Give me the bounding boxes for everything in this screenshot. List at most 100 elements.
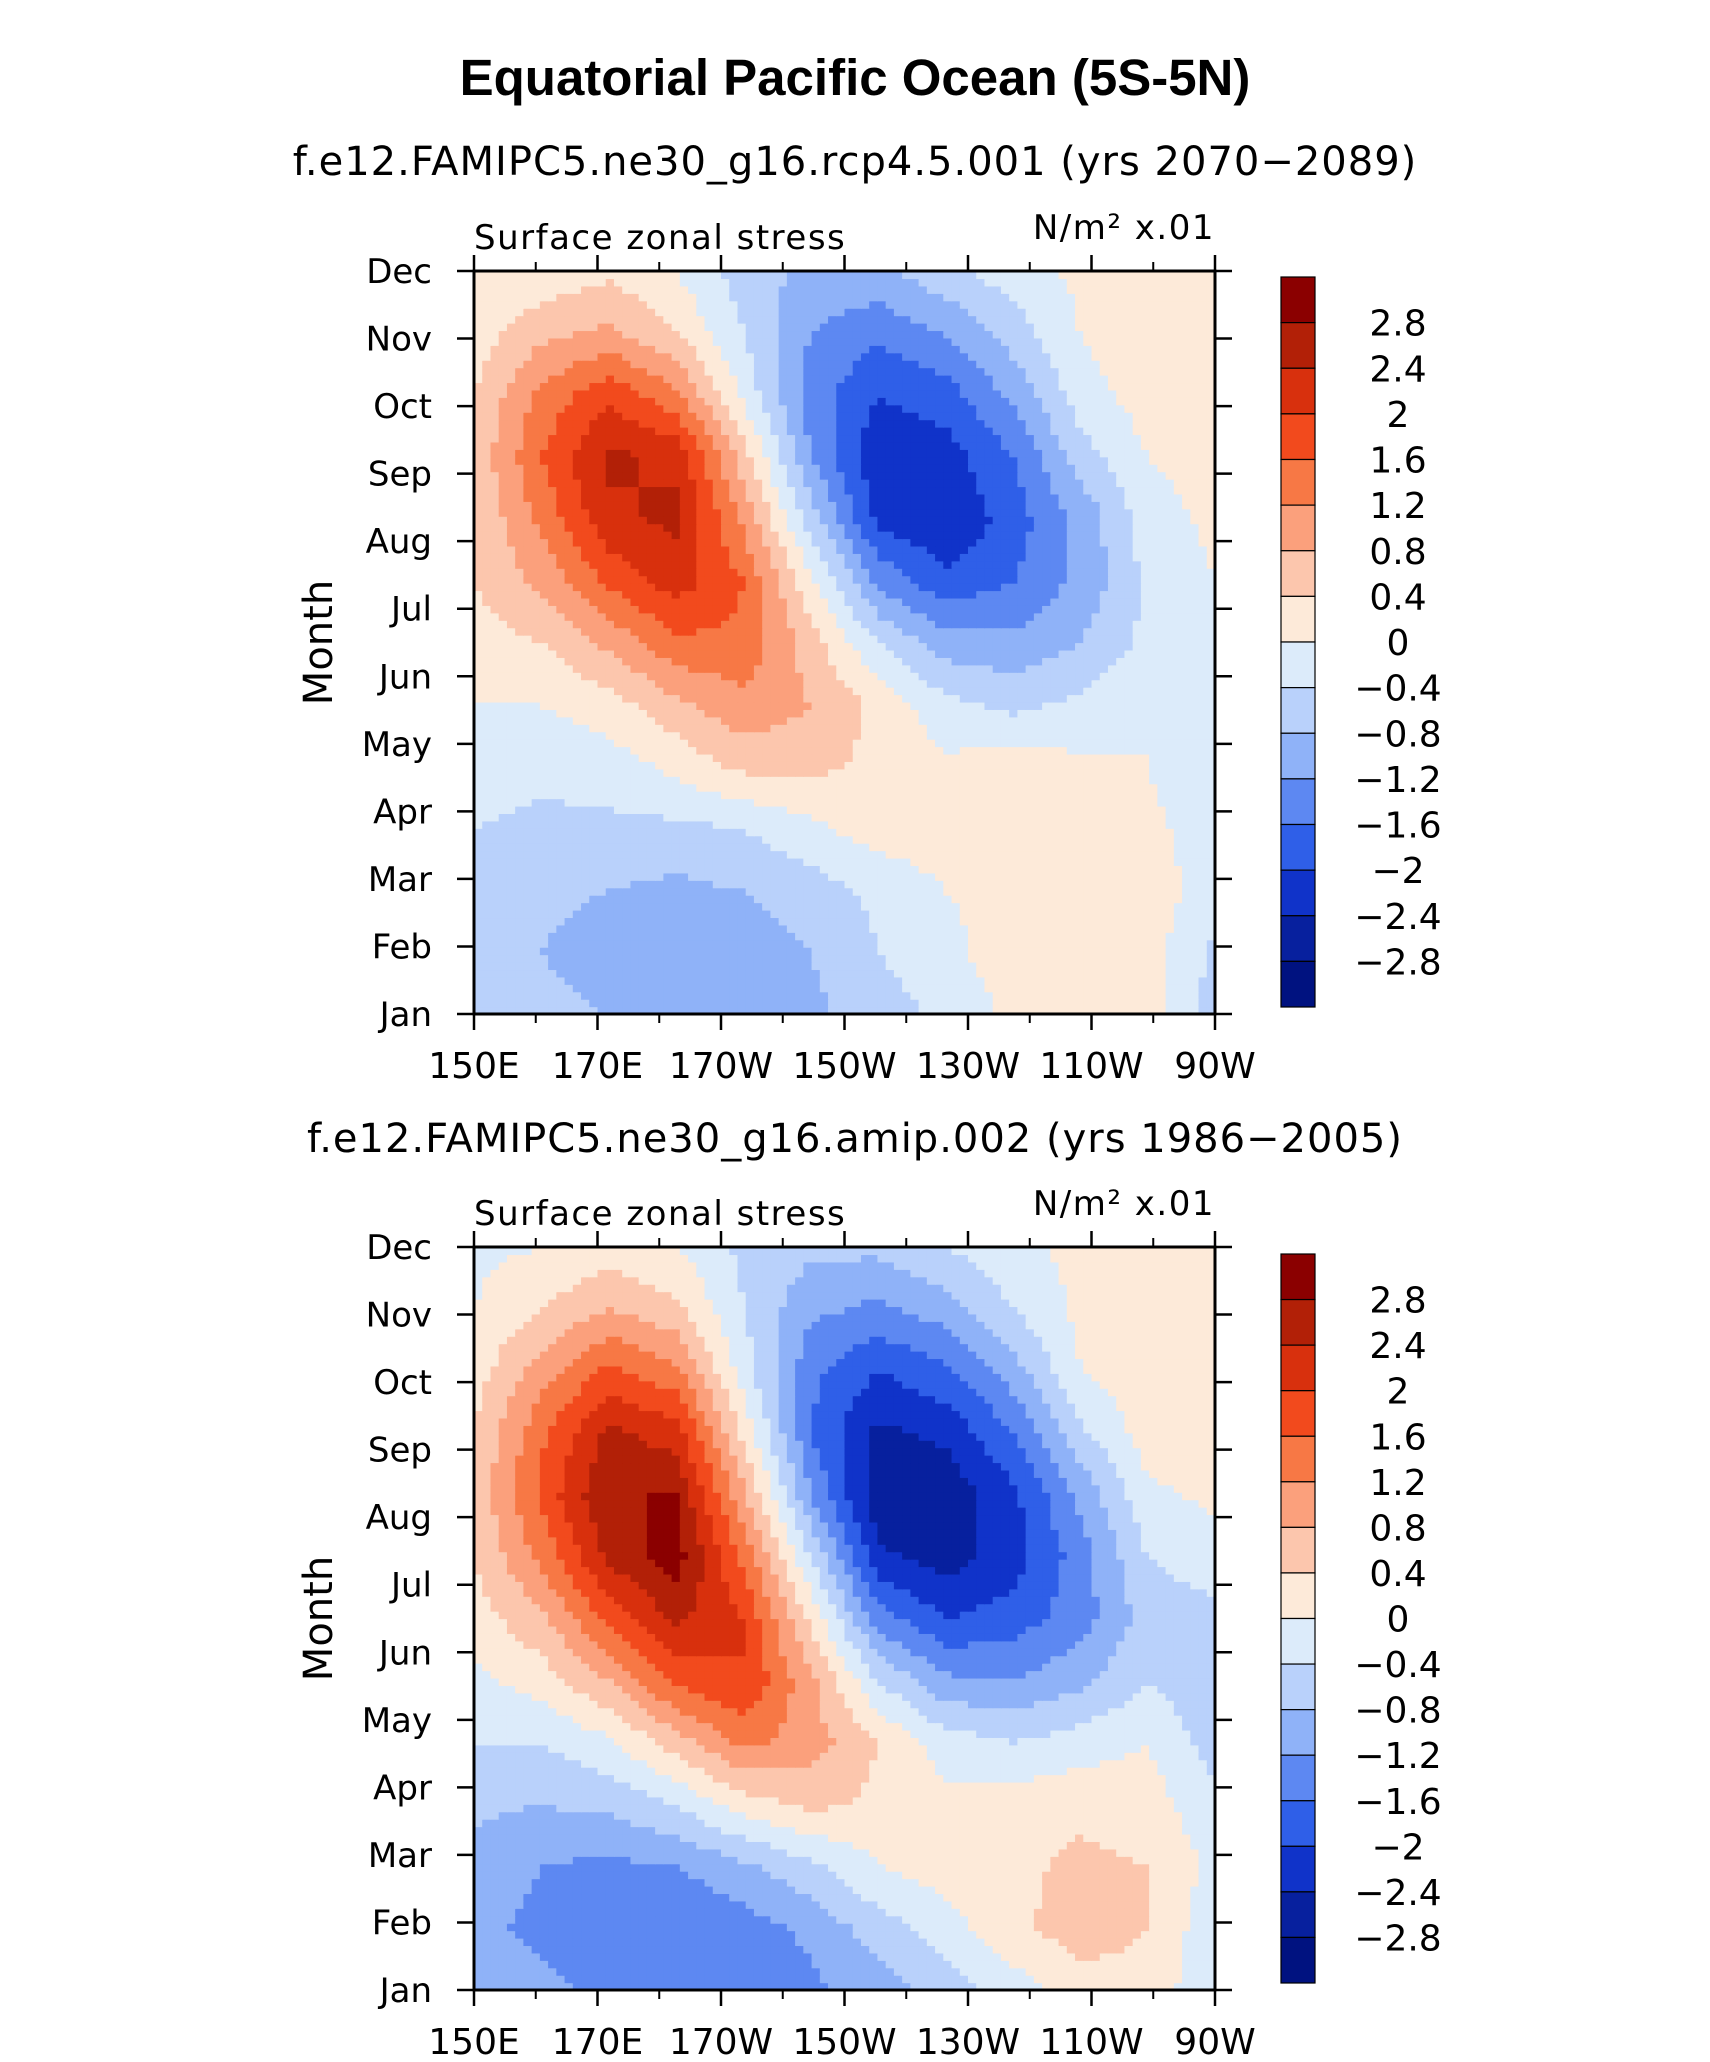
field-cell	[1075, 620, 1084, 629]
field-cell	[556, 828, 566, 837]
field-cell	[926, 961, 936, 971]
field-cell	[893, 865, 903, 874]
field-cell	[770, 746, 780, 755]
field-cell	[622, 694, 632, 703]
field-cell	[1000, 724, 1010, 733]
field-cell	[721, 872, 730, 881]
field-cell	[572, 887, 582, 896]
field-cell	[926, 649, 936, 658]
field-cell	[795, 969, 804, 978]
field-cell	[1182, 820, 1191, 829]
field-cell	[556, 664, 566, 673]
field-cell	[572, 716, 582, 725]
field-cell	[1132, 768, 1142, 777]
field-cell	[803, 731, 813, 740]
field-cell	[1173, 731, 1183, 740]
field-cell	[1206, 991, 1216, 1000]
field-cell	[1124, 820, 1134, 829]
field-cell	[548, 635, 557, 644]
field-cell	[556, 731, 566, 740]
field-cell	[753, 932, 763, 941]
field-cell	[638, 791, 648, 800]
field-cell	[1066, 635, 1076, 644]
field-cell	[655, 895, 664, 904]
field-cell	[671, 932, 681, 941]
field-cell	[836, 805, 846, 814]
field-cell	[992, 642, 1002, 651]
field-cell	[935, 909, 944, 919]
field-cell	[926, 716, 936, 725]
field-cell	[622, 798, 632, 807]
field-cell	[498, 768, 508, 777]
field-cell	[943, 687, 953, 696]
field-cell	[597, 939, 607, 948]
field-cell	[704, 657, 714, 666]
field-cell	[1025, 649, 1035, 658]
field-cell	[860, 664, 870, 673]
field-cell	[655, 999, 664, 1008]
field-cell	[1033, 694, 1043, 703]
field-cell	[951, 791, 961, 800]
field-cell	[712, 828, 722, 837]
field-cell	[745, 880, 755, 889]
field-cell	[1190, 694, 1200, 703]
field-cell	[860, 917, 870, 926]
field-cell	[688, 872, 697, 881]
field-cell	[490, 679, 500, 688]
field-cell	[745, 791, 755, 800]
field-cell	[968, 627, 977, 636]
field-cell	[671, 620, 681, 629]
field-cell	[1000, 709, 1010, 718]
field-cell	[474, 701, 483, 710]
field-cell	[630, 902, 640, 911]
field-cell	[1149, 753, 1158, 762]
field-cell	[613, 843, 623, 852]
field-cell	[589, 597, 599, 606]
field-cell	[515, 798, 524, 807]
field-cell	[1124, 605, 1134, 614]
field-cell	[762, 976, 771, 985]
field-cell	[1206, 805, 1216, 814]
field-cell	[539, 947, 549, 956]
field-cell	[531, 597, 541, 606]
field-cell	[630, 932, 640, 941]
field-cell	[1173, 872, 1183, 881]
field-cell	[663, 672, 673, 681]
field-cell	[613, 776, 623, 785]
field-cell	[589, 865, 599, 874]
field-cell	[696, 924, 706, 933]
field-cell	[737, 635, 747, 644]
field-cell	[1198, 709, 1208, 718]
field-cell	[589, 939, 599, 948]
field-cell	[836, 753, 846, 762]
field-cell	[1190, 813, 1200, 822]
field-cell	[918, 701, 928, 710]
field-cell	[646, 917, 656, 926]
field-cell	[1050, 716, 1060, 725]
field-cell	[778, 657, 788, 666]
field-cell	[474, 776, 483, 785]
field-cell	[1140, 612, 1150, 621]
field-cell	[1107, 664, 1117, 673]
field-cell	[696, 783, 706, 792]
field-cell	[506, 709, 516, 718]
field-cell	[968, 857, 977, 866]
field-cell	[1000, 932, 1010, 941]
field-cell	[523, 835, 533, 844]
field-cell	[910, 828, 920, 837]
field-cell	[1066, 917, 1076, 926]
field-cell	[1050, 1006, 1060, 1015]
field-cell	[1132, 776, 1142, 785]
field-cell	[1075, 783, 1084, 792]
field-cell	[581, 939, 590, 948]
field-cell	[1132, 932, 1142, 941]
field-cell	[556, 917, 566, 926]
field-cell	[1025, 731, 1035, 740]
field-cell	[515, 932, 524, 941]
field-cell	[836, 969, 846, 978]
field-cell	[1025, 701, 1035, 710]
field-cell	[712, 768, 722, 777]
field-cell	[943, 739, 953, 748]
field-cell	[679, 791, 689, 800]
field-cell	[1107, 947, 1117, 956]
